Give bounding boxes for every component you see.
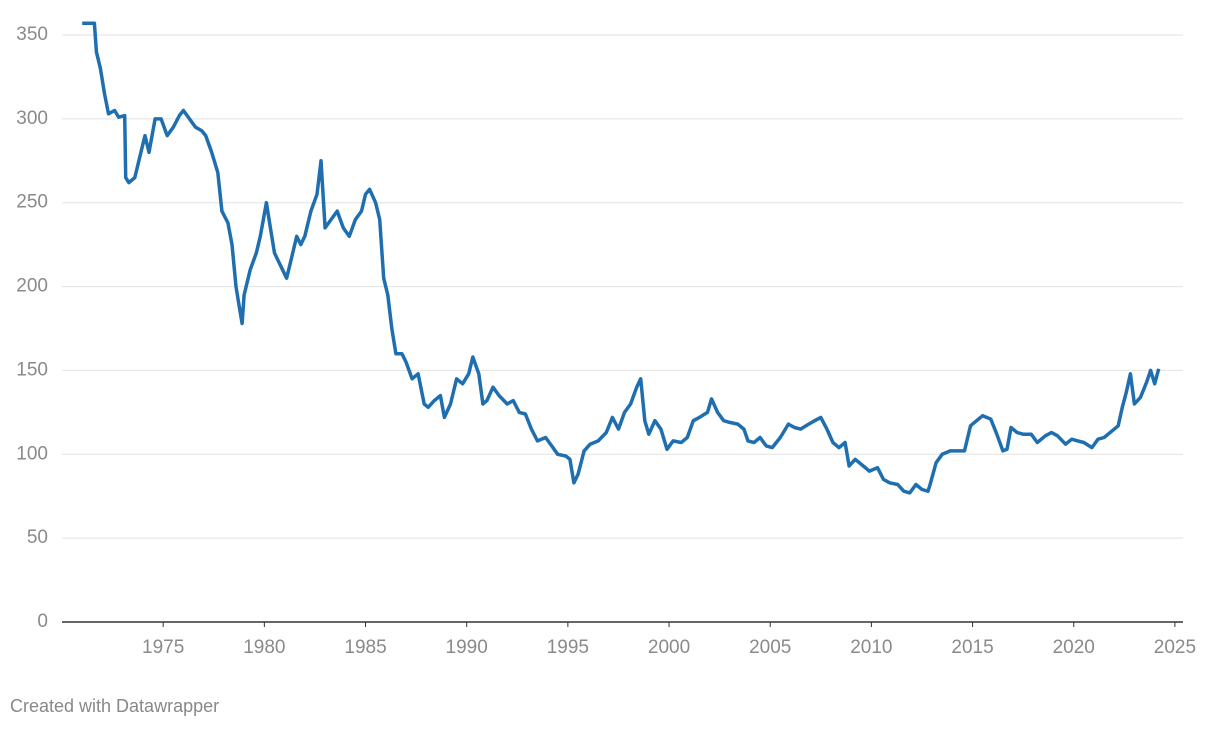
y-tick-label: 150 [16,359,48,380]
x-tick-label: 2005 [749,637,791,658]
x-tick-label: 2025 [1154,637,1196,658]
x-tick-label: 1985 [344,637,386,658]
y-tick-label: 350 [16,24,48,45]
x-tick-label: 1975 [142,637,184,658]
x-tick-label: 2020 [1053,637,1095,658]
x-tick-label: 2010 [850,637,892,658]
x-tick-label: 2015 [951,637,993,658]
y-tick-label: 0 [37,611,48,632]
line [82,21,1161,495]
y-tick-label: 50 [27,527,48,548]
x-tick-label: 1995 [547,637,589,658]
x-tick-label: 1990 [446,637,488,658]
x-tick-label: 1980 [243,637,285,658]
y-tick-label: 200 [16,276,48,297]
footer: Created with Datawrapper [10,696,219,716]
y-tick-label: 100 [16,443,48,464]
y-tick-label: 300 [16,108,48,129]
y-tick-label: 250 [16,192,48,213]
x-tick-label: 2000 [648,637,690,658]
